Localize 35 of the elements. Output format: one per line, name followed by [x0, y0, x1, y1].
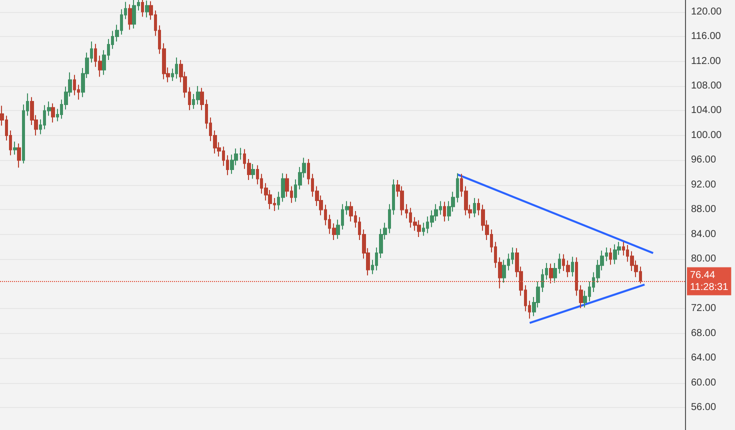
candlestick	[443, 201, 446, 222]
candlestick	[73, 74, 76, 96]
candlestick	[571, 256, 574, 278]
candlestick	[145, 0, 149, 18]
y-tick-label: 92.00	[691, 179, 716, 190]
y-tick-label: 108.00	[691, 80, 722, 92]
candlestick	[128, 4, 132, 30]
y-tick-label: 84.00	[691, 228, 716, 240]
y-tick-label: 100.00	[691, 130, 722, 141]
candlestick	[51, 102, 55, 124]
y-tick-label: 120.00	[691, 6, 722, 18]
y-tick-label: 72.00	[691, 303, 716, 314]
candlestick	[417, 220, 421, 238]
candlestick	[196, 86, 200, 106]
candlestick	[549, 263, 553, 284]
candlestick	[13, 141, 17, 156]
candlestick	[251, 163, 255, 180]
candlestick	[613, 244, 617, 265]
ref-line-label: 76.44	[690, 270, 716, 281]
candlestick	[17, 143, 21, 168]
y-tick-label: 96.00	[691, 154, 716, 166]
y-tick-label: 104.00	[691, 105, 722, 116]
y-tick-label: 116.00	[691, 31, 722, 42]
y-tick-label: 64.00	[691, 352, 716, 364]
candlestick	[609, 248, 612, 266]
y-tick-label: 60.00	[691, 377, 716, 388]
candlestick	[473, 197, 476, 218]
candlestick	[175, 57, 178, 80]
y-tick-label: 80.00	[691, 254, 716, 265]
y-tick-label: 68.00	[691, 328, 716, 339]
text: 11:28:31	[690, 282, 729, 293]
y-tick-label: 88.00	[691, 204, 716, 216]
y-tick-label: 56.00	[691, 402, 716, 414]
candlestick	[132, 0, 136, 29]
y-tick-label: 112.00	[691, 56, 722, 67]
